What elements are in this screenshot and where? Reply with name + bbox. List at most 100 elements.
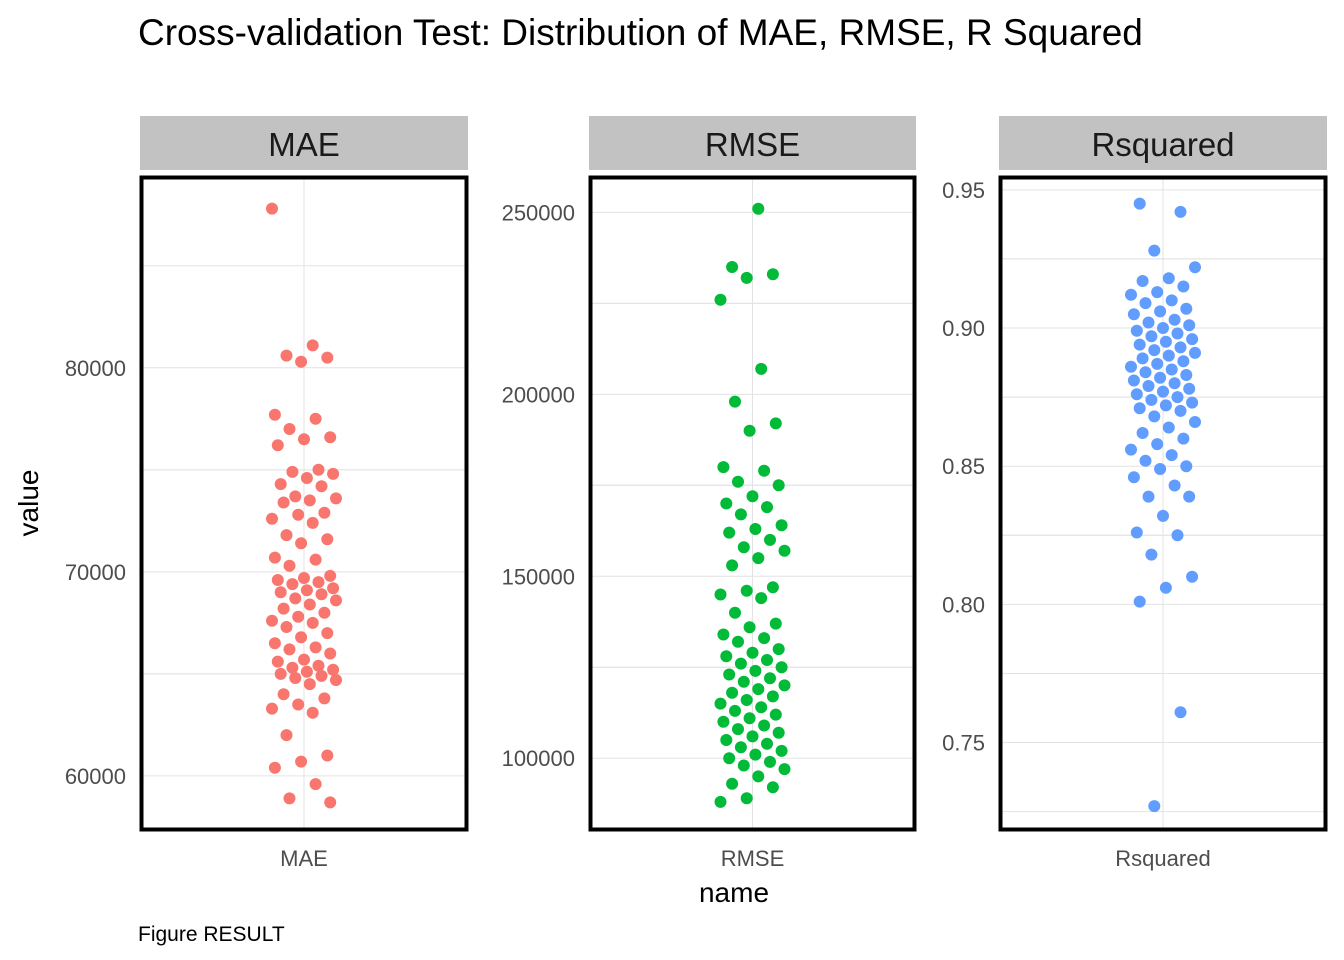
point-rmse <box>758 632 771 645</box>
point-rmse <box>726 559 739 572</box>
point-rmse <box>761 737 773 750</box>
point-mae <box>312 463 325 476</box>
point-rmse <box>729 395 741 408</box>
point-rsquared <box>1154 305 1167 318</box>
point-rsquared <box>1127 308 1140 321</box>
point-mae <box>289 592 302 605</box>
point-mae <box>295 537 308 550</box>
point-rsquared <box>1125 360 1137 373</box>
point-mae <box>306 706 319 719</box>
point-rmse <box>743 712 756 725</box>
point-rmse <box>758 464 771 477</box>
point-rsquared <box>1189 416 1201 428</box>
point-rmse <box>769 617 782 630</box>
panel-border-mae <box>139 175 469 832</box>
point-mae <box>324 431 337 444</box>
point-rmse <box>743 621 756 634</box>
point-rsquared <box>1159 335 1172 348</box>
point-rsquared <box>1151 357 1164 370</box>
point-rsquared <box>1174 404 1187 417</box>
point-rmse <box>729 704 741 717</box>
point-rmse <box>752 552 765 565</box>
strip-rsquared <box>999 116 1327 170</box>
point-rsquared <box>1151 286 1164 299</box>
point-rmse <box>740 694 753 706</box>
point-rsquared <box>1127 374 1140 387</box>
point-mae <box>271 655 284 668</box>
point-rsquared <box>1180 460 1193 473</box>
point-rmse <box>746 730 759 743</box>
point-rsquared <box>1159 399 1172 412</box>
point-rmse <box>737 759 750 772</box>
point-mae <box>306 339 319 352</box>
point-rmse <box>717 461 730 474</box>
point-rsquared <box>1168 479 1181 492</box>
y-tick-label-rsquared: 0.75 <box>942 731 985 756</box>
point-rmse <box>726 777 739 790</box>
point-mae <box>312 659 325 672</box>
point-rsquared <box>1145 393 1158 406</box>
point-mae <box>300 665 313 678</box>
point-mae <box>268 408 281 421</box>
point-rsquared <box>1133 197 1146 210</box>
point-rmse <box>717 715 730 728</box>
y-tick-label-rmse: 100000 <box>502 746 575 771</box>
point-mae <box>268 637 281 650</box>
point-rmse <box>740 792 753 805</box>
point-mae <box>268 761 281 774</box>
point-rmse <box>764 672 776 685</box>
point-rmse <box>764 533 776 546</box>
point-rmse <box>766 581 779 594</box>
point-mae <box>300 584 313 597</box>
point-rsquared <box>1174 341 1187 354</box>
point-mae <box>330 594 342 607</box>
point-mae <box>266 202 278 215</box>
point-rsquared <box>1130 324 1143 337</box>
point-rsquared <box>1168 377 1181 390</box>
point-rsquared <box>1171 391 1184 404</box>
point-mae <box>289 672 302 684</box>
point-rmse <box>743 424 756 437</box>
point-rsquared <box>1162 349 1175 362</box>
point-rmse <box>732 475 744 488</box>
point-rsquared <box>1177 355 1190 368</box>
point-rsquared <box>1145 548 1158 561</box>
point-mae <box>309 412 322 425</box>
point-mae <box>268 551 281 564</box>
point-mae <box>271 439 284 452</box>
point-rsquared <box>1180 369 1193 381</box>
y-tick-label-rsquared: 0.90 <box>942 316 985 341</box>
point-rsquared <box>1165 363 1178 376</box>
point-rmse <box>729 606 741 619</box>
point-mae <box>318 692 331 705</box>
point-mae <box>277 688 290 701</box>
point-rmse <box>778 544 791 557</box>
point-rsquared <box>1157 322 1169 334</box>
panel-mae: MAE 60000 70000 80000 MAE <box>65 116 469 871</box>
point-rmse <box>772 726 785 739</box>
point-rsquared <box>1168 313 1181 326</box>
point-rsquared <box>1136 275 1149 287</box>
point-mae <box>289 490 302 503</box>
point-rsquared <box>1189 346 1201 359</box>
point-rmse <box>720 650 733 663</box>
point-mae <box>327 663 340 676</box>
point-rsquared <box>1142 490 1155 503</box>
point-rmse <box>755 362 768 375</box>
point-rsquared <box>1142 316 1155 329</box>
point-rmse <box>737 675 750 688</box>
point-rmse <box>746 490 759 503</box>
point-mae <box>292 508 305 521</box>
panel-border-rmse <box>588 175 917 832</box>
point-mae <box>303 678 316 691</box>
point-mae <box>266 512 278 525</box>
point-rmse <box>761 654 773 666</box>
x-tick-label-mae: MAE <box>280 846 328 871</box>
point-mae <box>271 574 284 586</box>
point-rmse <box>717 628 730 641</box>
y-tick-label-rsquared: 0.95 <box>942 178 985 203</box>
point-mae <box>321 351 334 364</box>
figure-caption: Figure RESULT <box>138 923 285 946</box>
panel-border-rsquared <box>998 175 1328 832</box>
point-rsquared <box>1139 297 1152 310</box>
